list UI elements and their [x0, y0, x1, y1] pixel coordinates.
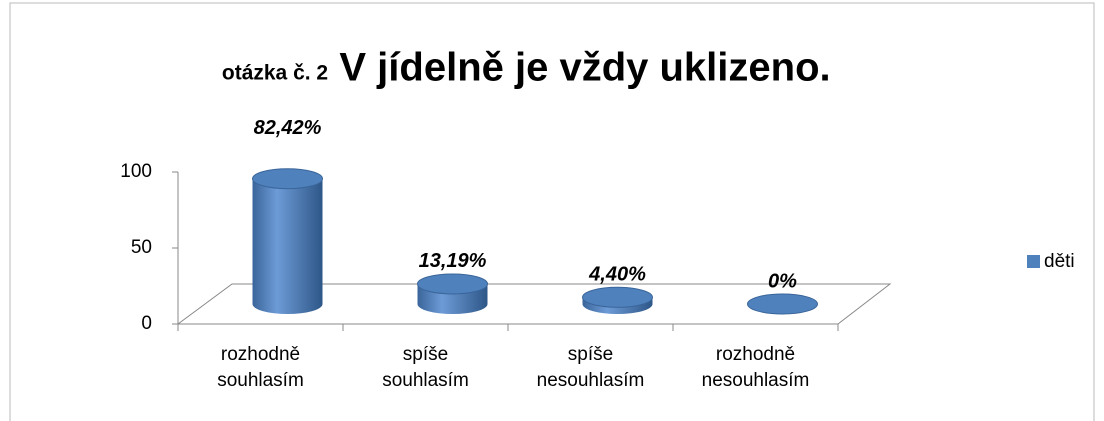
x-tick-label: spíše nesouhlasím	[536, 344, 645, 391]
x-tick-label-box: rozhodně souhlasím	[217, 344, 304, 391]
x-tick-label: spíše souhlasím	[382, 344, 469, 391]
chart-title: V jídelně je vždy uklizeno.	[339, 46, 830, 90]
x-tick-label: rozhodně nesouhlasím	[701, 344, 810, 391]
bar-top	[417, 273, 488, 295]
value-label: 13,19%	[419, 250, 487, 272]
chart-subtitle: otázka č. 2	[222, 62, 328, 85]
bar-top	[582, 286, 653, 308]
x-tick-label-box: rozhodně nesouhlasím	[701, 344, 810, 391]
y-tick-label: 50	[131, 237, 152, 258]
legend-swatch	[1027, 255, 1040, 268]
x-tick-label-box: spíše nesouhlasím	[536, 344, 645, 391]
bar-top	[747, 293, 818, 315]
bar	[252, 178, 323, 314]
x-tick-label: rozhodně souhlasím	[217, 344, 304, 391]
y-tick-label: 100	[120, 161, 152, 182]
value-label: 82,42%	[254, 117, 322, 139]
floor	[176, 283, 892, 325]
legend-label: děti	[1044, 251, 1075, 272]
x-tick-label-box: spíše souhlasím	[382, 344, 469, 391]
value-label: 4,40%	[588, 264, 646, 286]
value-label: 0%	[768, 270, 797, 292]
bar-top	[252, 168, 323, 190]
y-tick-label: 0	[141, 313, 152, 334]
chart-frame	[9, 2, 1095, 421]
